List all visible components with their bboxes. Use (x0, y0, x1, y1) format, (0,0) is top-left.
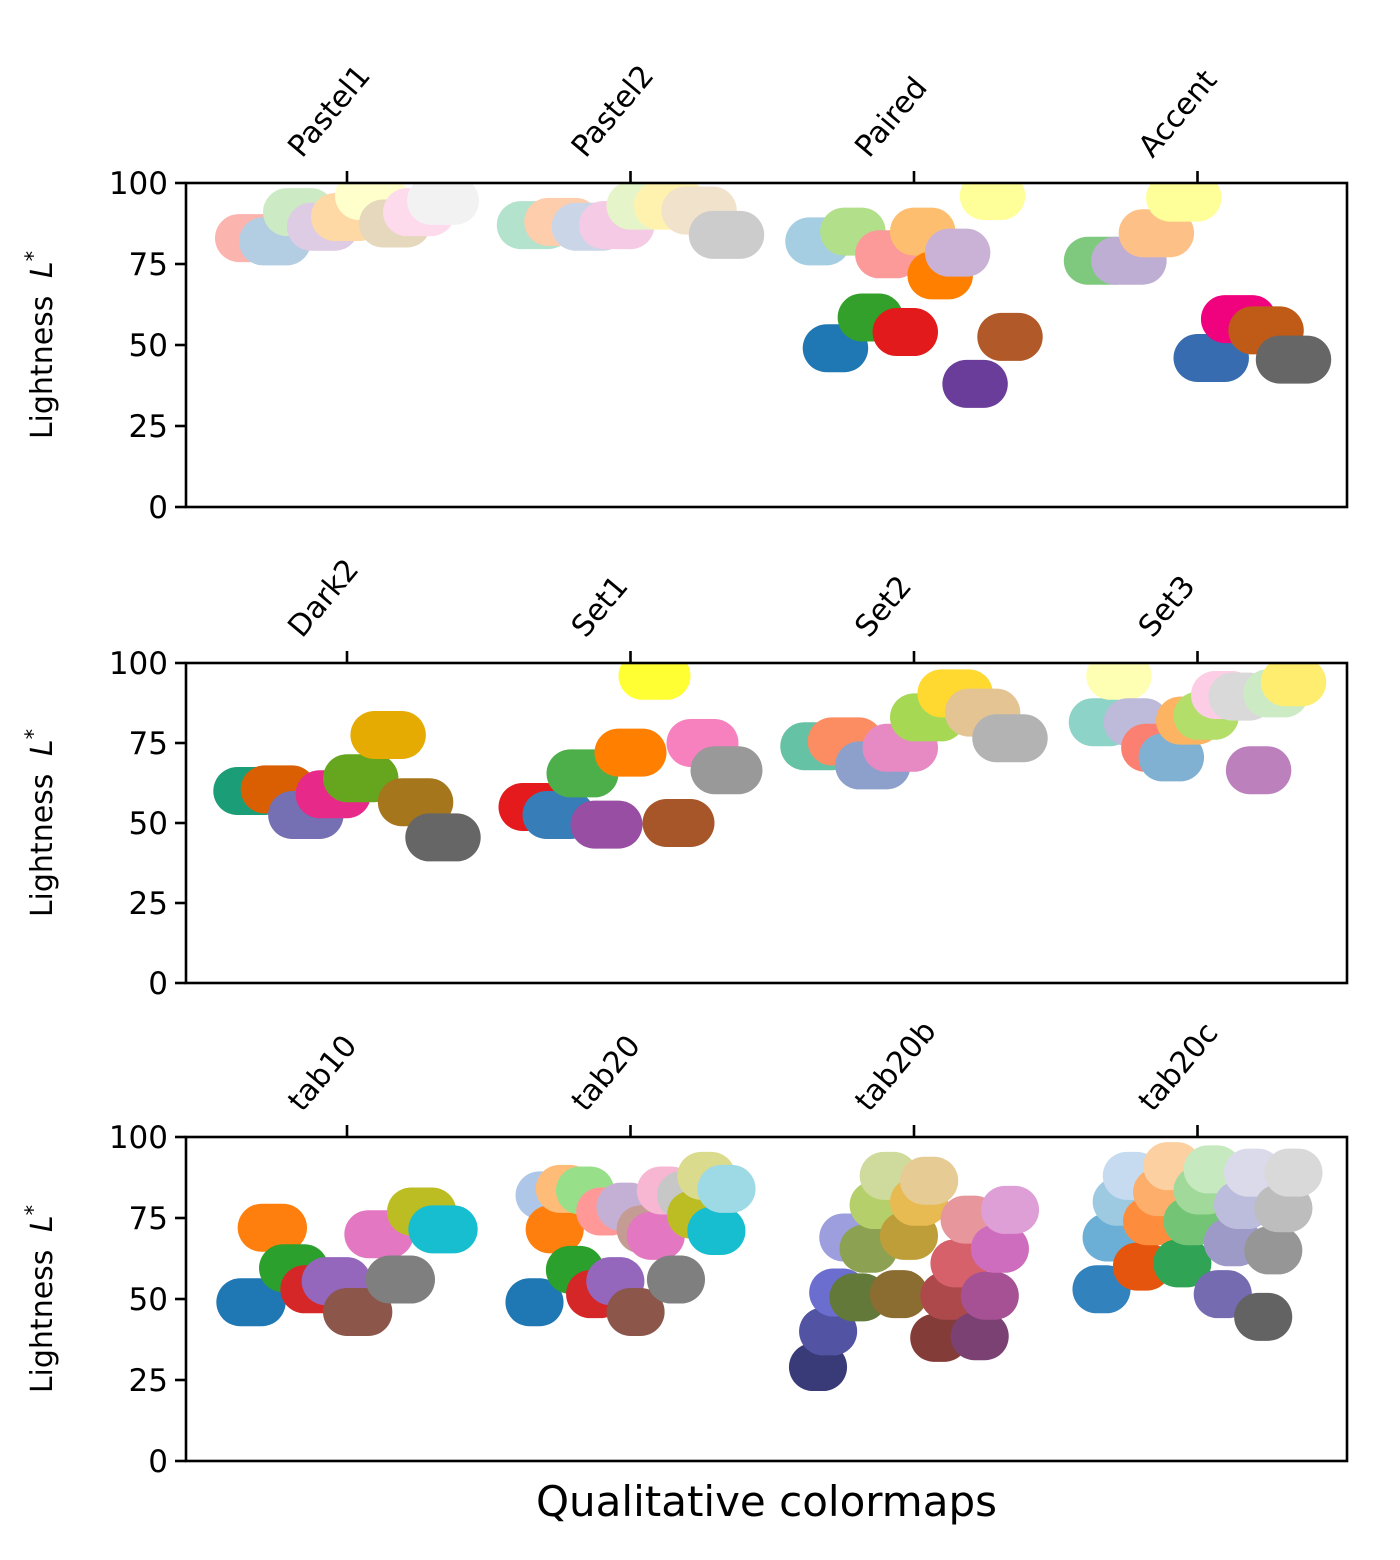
y-tick-label: 25 (129, 1363, 168, 1399)
scatter-marker-Paired-10 (959, 183, 1026, 220)
scatter-marker-Set1-4 (594, 728, 667, 777)
y-tick-label: 100 (109, 1120, 168, 1156)
scatter-marker-Set3-1 (1086, 663, 1152, 700)
scatter-marker-Set2-7 (972, 714, 1048, 763)
scatter-marker-tab10-7 (365, 1255, 435, 1304)
y-tick-label: 100 (109, 166, 168, 202)
scatter-marker-Set1-5 (618, 663, 691, 700)
scatter-marker-tab20c-19 (1264, 1148, 1323, 1197)
colormap-title-Paired: Paired (848, 71, 934, 164)
scatter-marker-tab10-9 (408, 1205, 478, 1254)
scatter-marker-Paired-11 (977, 312, 1043, 361)
scatter-marker-Set1-8 (690, 746, 763, 795)
colormap-title-tab20: tab20 (565, 1029, 648, 1118)
scatter-layer (215, 183, 1332, 408)
scatter-marker-Paired-8 (924, 228, 991, 277)
scatter-marker-tab20-18 (687, 1206, 746, 1255)
scatter-marker-Paired-9 (942, 359, 1008, 408)
scatter-marker-tab20b-1 (799, 1307, 858, 1356)
subplot-row-1: Pastel1 Pastel2 Paired Accent 0 25 50 75 100 Ligh… (21, 59, 1349, 526)
scatter-marker-Pastel2-7 (688, 210, 765, 259)
y-tick-label: 50 (129, 1282, 168, 1318)
colormap-title-Accent: Accent (1132, 63, 1225, 164)
scatter-marker-tab20c-17 (1244, 1226, 1303, 1275)
y-tick-label: 50 (129, 328, 168, 364)
y-tick-label: 100 (109, 646, 168, 682)
y-tick-label: 0 (148, 490, 168, 526)
x-axis-label: Qualitative colormaps (536, 1477, 997, 1526)
scatter-marker-tab20c-8 (1153, 1239, 1212, 1288)
scatter-marker-tab20b-8 (869, 1270, 928, 1319)
scatter-marker-Accent-3 (1146, 183, 1222, 222)
colormap-title-tab20b: tab20b (848, 1014, 943, 1118)
colormap-title-tab10: tab10 (281, 1029, 364, 1118)
scatter-marker-tab10-5 (323, 1287, 393, 1336)
subplot-row-2: Dark2 Set1 Set2 Set3 0 25 50 75 100 Lightness L* (21, 552, 1349, 1002)
colormap-title-Set3: Set3 (1132, 569, 1203, 644)
y-tick-label: 25 (129, 886, 168, 922)
y-tick-label: 0 (148, 966, 168, 1002)
scatter-marker-Set3-4 (1138, 733, 1205, 782)
scatter-marker-Paired-5 (872, 308, 938, 357)
subplot-row-3: tab10 tab20 tab20b tab20c 0 25 50 75 100 Lightnes… (21, 1014, 1349, 1480)
scatter-marker-Set1-3 (570, 800, 643, 849)
colormap-title-Pastel2: Pastel2 (565, 59, 661, 165)
scatter-marker-Set3-11 (1260, 663, 1327, 707)
scatter-marker-Accent-7 (1255, 335, 1332, 384)
colormap-title-Set2: Set2 (848, 569, 919, 644)
scatter-marker-tab10-0 (216, 1278, 286, 1327)
scatter-marker-Dark2-7 (405, 813, 481, 862)
scatter-marker-Pastel1-8 (407, 183, 479, 225)
scatter-layer (216, 1142, 1323, 1392)
scatter-marker-tab20b-18 (970, 1224, 1029, 1273)
scatter-marker-tab20-19 (697, 1164, 756, 1213)
scatter-marker-tab20b-17 (960, 1271, 1019, 1320)
colormap-title-Dark2: Dark2 (281, 552, 366, 644)
colormap-title-Set1: Set1 (565, 569, 636, 644)
scatter-marker-tab10-1 (237, 1203, 307, 1252)
scatter-marker-tab20b-16 (950, 1312, 1009, 1361)
scatter-marker-tab20b-19 (980, 1185, 1040, 1234)
scatter-marker-tab20b-11 (900, 1156, 959, 1205)
scatter-marker-Accent-4 (1173, 333, 1249, 382)
scatter-marker-tab20-14 (646, 1255, 706, 1304)
colormap-title-Pastel1: Pastel1 (281, 59, 377, 165)
scatter-marker-tab20-2 (525, 1205, 584, 1254)
y-tick-label: 0 (148, 1444, 168, 1480)
scatter-marker-Set1-6 (642, 799, 715, 847)
scatter-marker-Dark2-4 (323, 754, 399, 803)
scatter-marker-tab20-0 (505, 1278, 564, 1327)
colormap-title-tab20c: tab20c (1132, 1016, 1226, 1118)
y-axis-label: Lightness L* (21, 251, 60, 439)
y-tick-label: 50 (129, 806, 168, 842)
y-tick-label: 25 (129, 409, 168, 445)
y-tick-label: 75 (129, 247, 168, 283)
y-axis-label: Lightness L* (21, 1205, 60, 1393)
y-tick-label: 75 (129, 726, 168, 762)
scatter-marker-tab20c-15 (1224, 1148, 1283, 1197)
scatter-layer (213, 663, 1327, 862)
scatter-marker-Dark2-5 (350, 711, 426, 759)
scatter-marker-Set3-9 (1225, 746, 1292, 795)
y-tick-label: 75 (129, 1201, 168, 1237)
y-axis-label: Lightness L* (21, 729, 60, 917)
scatter-marker-tab20c-16 (1234, 1292, 1293, 1341)
scatter-marker-tab20-10 (606, 1287, 665, 1336)
